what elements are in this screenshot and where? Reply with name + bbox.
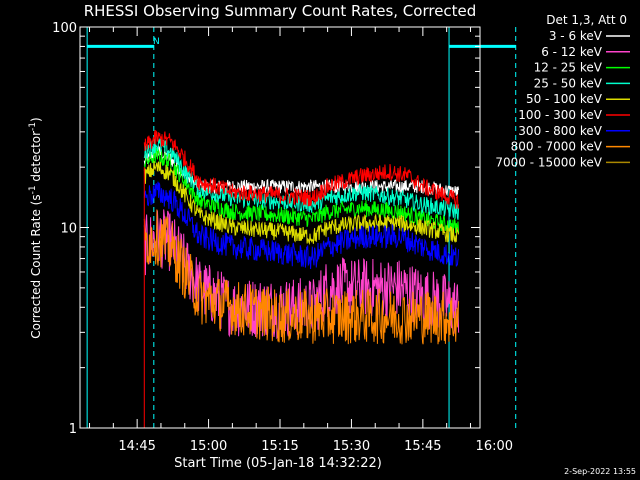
y-axis: 1 10 100 — [52, 21, 480, 437]
legend-entry-label: 800 - 7000 keV — [511, 140, 603, 154]
y-tick-label: 100 — [52, 21, 77, 36]
y-axis-label-sup1: -1 — [28, 185, 38, 194]
date-stamp: 2-Sep-2022 13:55 — [564, 467, 636, 476]
y-axis-label: Corrected Count Rate (s-1 detector-1) — [28, 117, 43, 338]
series-line-100to300keV — [143, 129, 460, 209]
y-axis-label-part2: detector — [29, 131, 43, 186]
legend-title: Det 1,3, Att 0 — [546, 13, 627, 27]
x-tick-label: 15:15 — [261, 439, 298, 454]
legend-entry-label: 7000 - 15000 keV — [495, 155, 602, 169]
series-line-50to100keV — [143, 161, 460, 246]
x-tick-label: 15:45 — [404, 439, 441, 454]
x-tick-label: 16:00 — [476, 439, 513, 454]
y-axis-label-part1: Corrected Count Rate (s — [29, 194, 43, 338]
legend-entry-label: 6 - 12 keV — [541, 45, 603, 59]
marker-lines — [86, 27, 517, 428]
legend-entry-label: 300 - 800 keV — [518, 124, 602, 138]
legend-entry-label: 50 - 100 keV — [526, 92, 603, 106]
series-line-300to800keV — [143, 181, 460, 270]
x-axis: 14:45 15:00 15:15 15:30 15:45 16:00 — [89, 27, 513, 454]
y-axis-label-sup2: -1 — [28, 122, 38, 131]
x-tick-label: 15:00 — [190, 439, 227, 454]
series-line-800to7000keV — [143, 209, 460, 345]
x-tick-label: 14:45 — [118, 439, 155, 454]
y-axis-label-part3: ) — [29, 117, 43, 122]
legend-entry-label: 3 - 6 keV — [549, 29, 603, 43]
y-tick-label: 1 — [69, 422, 77, 437]
x-tick-label: 15:30 — [333, 439, 370, 454]
legend-entry-label: 25 - 50 keV — [534, 76, 603, 90]
legend-entry-label: 12 - 25 keV — [534, 61, 603, 75]
x-axis-label: Start Time (05-Jan-18 14:32:22) — [174, 456, 382, 471]
y-tick-label: 10 — [60, 222, 77, 237]
legend-entry-label: 100 - 300 keV — [518, 108, 602, 122]
data-series — [143, 129, 460, 428]
night-marker-label: N — [153, 37, 160, 47]
chart-title: RHESSI Observing Summary Count Rates, Co… — [84, 2, 477, 20]
series-line-12to25keV — [143, 147, 460, 234]
